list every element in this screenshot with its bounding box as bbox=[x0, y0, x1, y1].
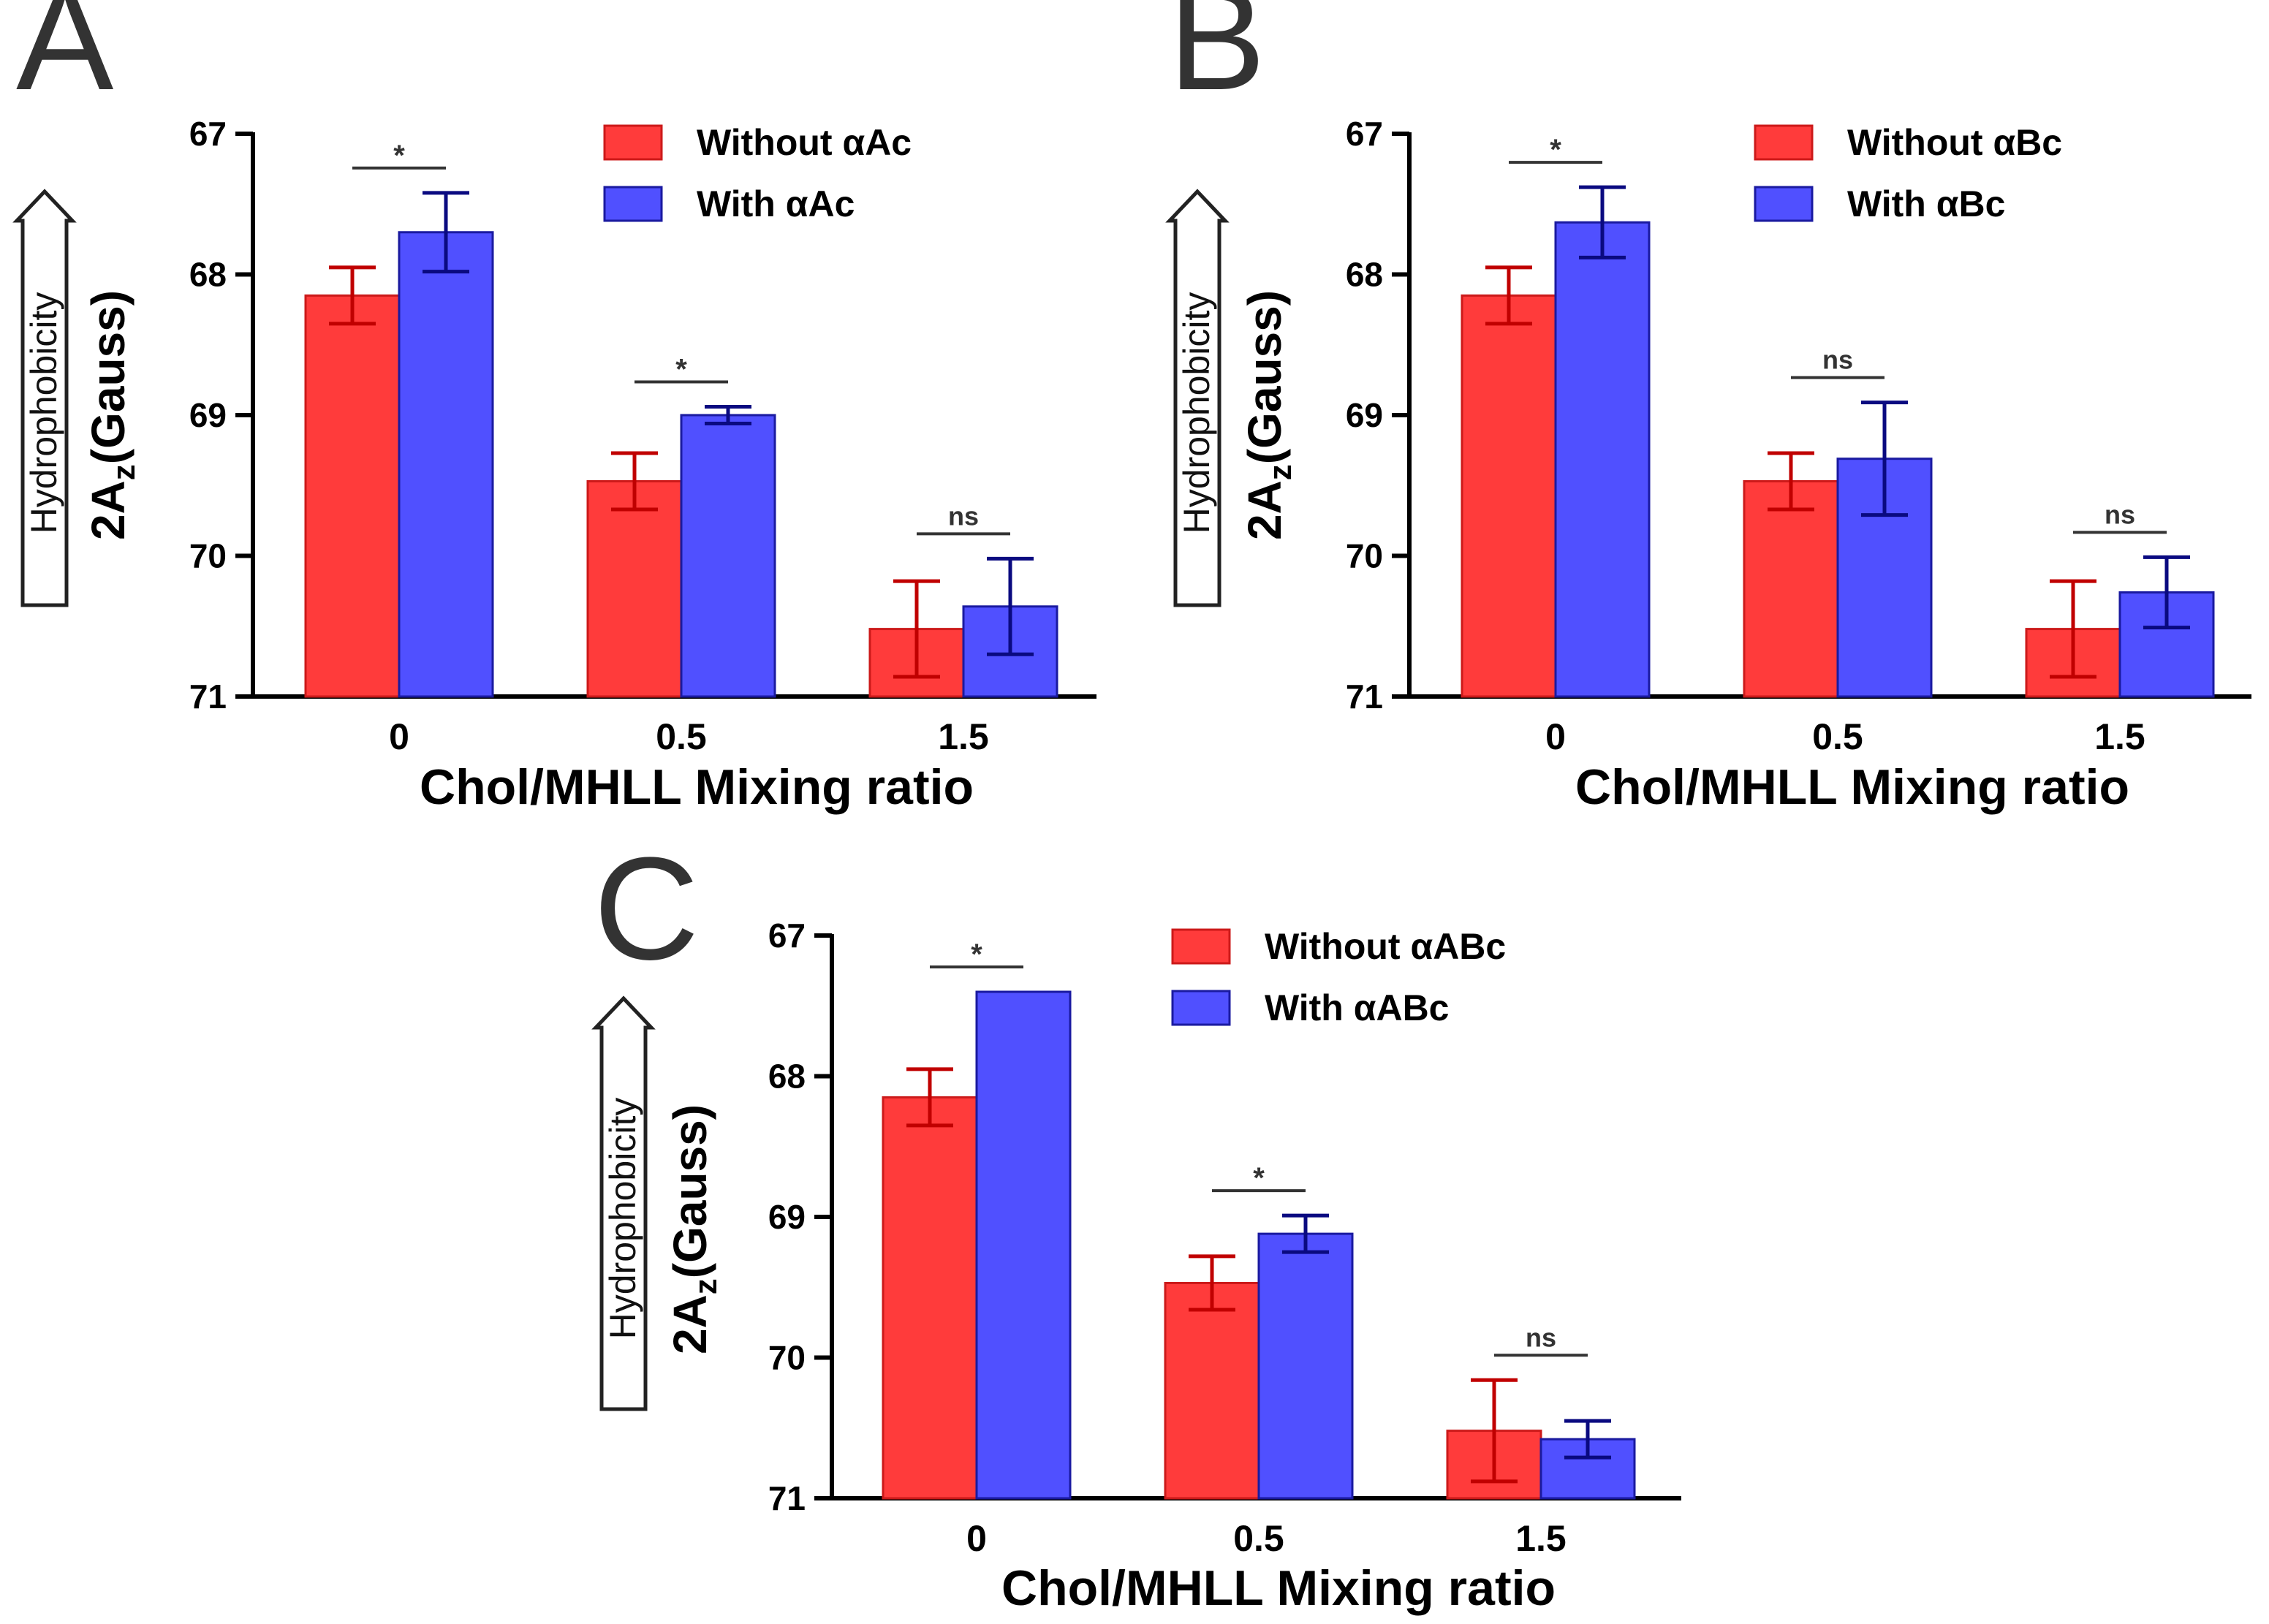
legend-label-with: With αBc bbox=[1847, 183, 2005, 224]
significance-label: * bbox=[1253, 1162, 1265, 1194]
panel-letter: B bbox=[1168, 0, 1265, 121]
legend-label-with: With αAc bbox=[697, 183, 855, 224]
legend-swatch-with bbox=[603, 186, 663, 222]
y-tick-label: 69 bbox=[768, 1198, 806, 1236]
bar-with-0 bbox=[398, 231, 494, 698]
y-axis-label-subscript: z bbox=[106, 464, 142, 480]
x-tick-label: 0.5 bbox=[1812, 716, 1863, 757]
hydrophobicity-arrow-icon bbox=[12, 189, 77, 607]
panel-c: C Hydrophobicity 2Az(Gauss) 67 68 69 70 71 0 * 0.5… bbox=[591, 827, 1681, 1616]
y-tick-label: 71 bbox=[768, 1479, 806, 1517]
y-tick-label: 68 bbox=[768, 1058, 806, 1096]
legend-label-without: Without αAc bbox=[697, 122, 912, 163]
bar-without-0.5 bbox=[1743, 479, 1839, 698]
legend-label-without: Without αABc bbox=[1265, 926, 1506, 967]
x-tick-label: 0.5 bbox=[1233, 1518, 1284, 1559]
legend-swatch-without bbox=[1171, 928, 1231, 965]
y-axis-label: 2Az(Gauss) bbox=[1238, 290, 1298, 540]
hydrophobicity-label: Hydrophobicity bbox=[23, 292, 64, 534]
y-tick-label: 67 bbox=[1346, 115, 1383, 153]
y-axis-label-unit: (Gauss) bbox=[1238, 290, 1291, 464]
y-axis-label: 2Az(Gauss) bbox=[82, 290, 142, 540]
significance-label: ns bbox=[2105, 499, 2135, 529]
y-tick-label: 67 bbox=[189, 115, 227, 153]
bar-with-0 bbox=[975, 990, 1072, 1500]
bar-without-0.5 bbox=[586, 479, 683, 698]
legend-swatch-without bbox=[603, 124, 663, 161]
y-tick-label: 69 bbox=[189, 396, 227, 434]
y-tick-label: 68 bbox=[189, 256, 227, 294]
x-axis-title: Chol/MHLL Mixing ratio bbox=[1575, 759, 2129, 815]
significance-label: ns bbox=[1526, 1322, 1556, 1352]
x-tick-label: 1.5 bbox=[2094, 716, 2145, 757]
y-axis-label-unit: (Gauss) bbox=[664, 1104, 716, 1278]
panel-letter: A bbox=[16, 0, 114, 121]
legend-swatch-with bbox=[1754, 186, 1814, 222]
x-tick-label: 1.5 bbox=[938, 716, 989, 757]
legend-label-without: Without αBc bbox=[1847, 122, 2062, 163]
bar-with-0 bbox=[1554, 221, 1651, 698]
hydrophobicity-arrow-icon bbox=[591, 995, 656, 1411]
significance-label: * bbox=[1550, 134, 1561, 166]
y-axis-label-subscript: z bbox=[1262, 464, 1298, 480]
panel-b: B Hydrophobicity 2Az(Gauss) 67 68 69 70 71 0 * 0.5… bbox=[1165, 0, 2251, 815]
y-tick-label: 70 bbox=[768, 1339, 806, 1377]
x-axis-title: Chol/MHLL Mixing ratio bbox=[1001, 1560, 1556, 1616]
significance-label: ns bbox=[948, 501, 979, 531]
bar-with-0.5 bbox=[680, 414, 776, 698]
y-axis-label-main: 2A bbox=[82, 480, 135, 540]
legend-label-with: With αABc bbox=[1265, 987, 1450, 1028]
y-axis-label-unit: (Gauss) bbox=[82, 290, 135, 464]
y-tick-label: 70 bbox=[1346, 537, 1383, 575]
legend-swatch-without bbox=[1754, 124, 1814, 161]
bar-without-0 bbox=[1461, 294, 1557, 698]
significance-label: ns bbox=[1822, 345, 1853, 375]
y-axis-label-main: 2A bbox=[1238, 480, 1291, 540]
bar-without-0.5 bbox=[1164, 1281, 1260, 1500]
y-tick-label: 71 bbox=[1346, 678, 1383, 716]
bar-without-0 bbox=[304, 294, 401, 698]
y-axis-label-main: 2A bbox=[664, 1294, 716, 1354]
x-tick-label: 0 bbox=[1545, 716, 1566, 757]
y-tick-label: 71 bbox=[189, 678, 227, 716]
x-axis-title: Chol/MHLL Mixing ratio bbox=[420, 759, 974, 815]
significance-label: * bbox=[971, 938, 982, 971]
bar-with-0.5 bbox=[1257, 1232, 1354, 1500]
bar-without-0 bbox=[882, 1096, 978, 1500]
y-tick-label: 68 bbox=[1346, 256, 1383, 294]
hydrophobicity-label: Hydrophobicity bbox=[602, 1098, 643, 1340]
x-tick-label: 0 bbox=[966, 1518, 987, 1559]
panel-letter: C bbox=[594, 827, 699, 990]
legend-swatch-with bbox=[1171, 990, 1231, 1026]
y-tick-label: 70 bbox=[189, 537, 227, 575]
significance-label: * bbox=[393, 140, 405, 172]
panel-a: A Hydrophobicity 2Az(Gauss) 67 68 69 70 71 0 * 0.5… bbox=[12, 0, 1096, 815]
hydrophobicity-arrow-icon bbox=[1165, 189, 1230, 607]
x-tick-label: 0 bbox=[389, 716, 409, 757]
significance-label: * bbox=[675, 353, 687, 385]
x-tick-label: 0.5 bbox=[656, 716, 707, 757]
y-axis-label: 2Az(Gauss) bbox=[664, 1104, 724, 1354]
y-tick-label: 69 bbox=[1346, 396, 1383, 434]
hydrophobicity-label: Hydrophobicity bbox=[1176, 292, 1217, 534]
y-axis-label-subscript: z bbox=[688, 1278, 724, 1294]
y-tick-label: 67 bbox=[768, 917, 806, 955]
x-tick-label: 1.5 bbox=[1515, 1518, 1567, 1559]
